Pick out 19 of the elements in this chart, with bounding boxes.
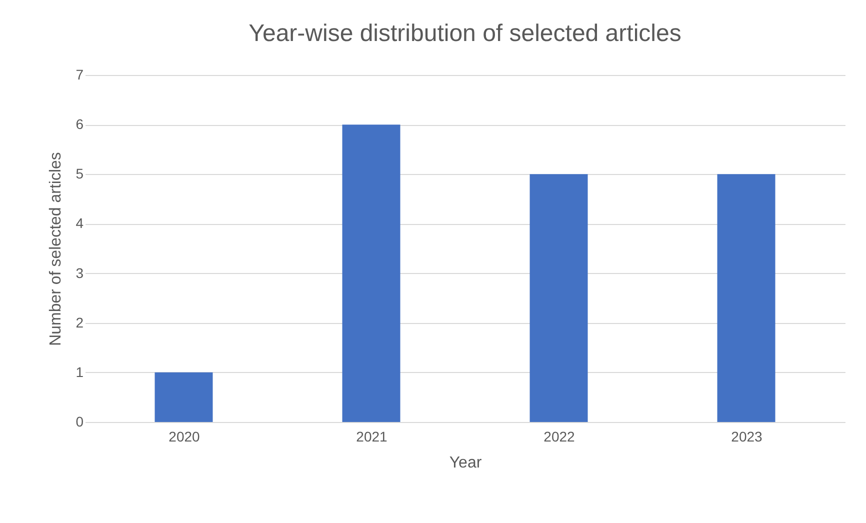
x-tick-label: 2022: [544, 428, 576, 444]
y-tick-label: 1: [76, 364, 84, 380]
bar: [717, 174, 776, 422]
y-tick-label: 5: [76, 166, 84, 182]
x-tick-label: 2020: [168, 428, 200, 444]
y-axis-title: Number of selected articles: [48, 152, 65, 346]
chart-title: Year-wise distribution of selected articles: [248, 20, 682, 47]
bar: [154, 372, 213, 422]
y-tick-label: 6: [76, 116, 84, 132]
x-tick-label: 2021: [356, 428, 388, 444]
x-tick-label: 2023: [731, 428, 763, 444]
y-tick-label: 0: [76, 414, 84, 430]
y-tick-label: 3: [76, 264, 84, 281]
y-tick-label: 4: [76, 215, 84, 232]
y-tick-label: 2: [76, 314, 84, 330]
y-tick-label: 7: [76, 66, 84, 82]
bar: [530, 174, 588, 422]
x-axis-title: Year: [449, 454, 482, 472]
bar: [342, 124, 400, 422]
